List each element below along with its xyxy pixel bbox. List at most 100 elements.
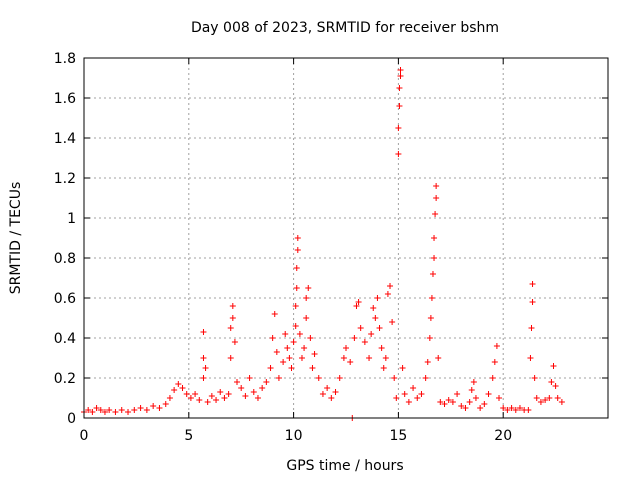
data-point [319, 391, 326, 397]
data-point [227, 355, 234, 361]
data-point [290, 339, 297, 345]
data-point [137, 405, 144, 411]
data-point [307, 335, 314, 341]
data-point [552, 383, 559, 389]
data-point [472, 395, 479, 401]
data-point [395, 151, 402, 157]
data-point [340, 355, 347, 361]
data-point [234, 379, 241, 385]
data-point [231, 339, 238, 345]
data-point [303, 315, 310, 321]
data-point [516, 405, 523, 411]
data-point [372, 315, 379, 321]
y-tick-label: 1.2 [54, 171, 76, 187]
data-point [166, 395, 173, 401]
x-tick-label: 10 [285, 428, 303, 444]
y-tick-label: 0.8 [54, 251, 76, 267]
data-point [432, 211, 439, 217]
data-point [393, 395, 400, 401]
y-tick-label: 1 [67, 211, 76, 227]
data-point [217, 389, 224, 395]
data-point [527, 355, 534, 361]
data-point [380, 365, 387, 371]
data-point [378, 345, 385, 351]
data-point [332, 389, 339, 395]
data-point [414, 395, 421, 401]
data-point [550, 363, 557, 369]
data-point [418, 391, 425, 397]
data-point [292, 303, 299, 309]
data-point [405, 399, 412, 405]
data-point [554, 395, 561, 401]
data-point [397, 73, 404, 79]
data-point [376, 325, 383, 331]
data-point [427, 315, 434, 321]
data-point [512, 407, 519, 413]
data-point [254, 395, 261, 401]
data-point [389, 319, 396, 325]
data-point [357, 325, 364, 331]
data-point [171, 387, 178, 393]
data-point [426, 335, 433, 341]
data-point [422, 375, 429, 381]
data-point [410, 385, 417, 391]
data-point [221, 395, 228, 401]
data-point [309, 365, 316, 371]
data-point [303, 295, 310, 301]
data-point [175, 381, 182, 387]
data-point [183, 391, 190, 397]
data-point [282, 331, 289, 337]
data-point [466, 399, 473, 405]
data-point [537, 399, 544, 405]
data-point [269, 335, 276, 341]
data-point [250, 389, 257, 395]
data-point [150, 403, 157, 409]
data-point [399, 365, 406, 371]
data-point [242, 393, 249, 399]
data-point [156, 405, 163, 411]
data-point [200, 375, 207, 381]
data-point [458, 403, 465, 409]
data-point [454, 391, 461, 397]
data-point [93, 405, 100, 411]
data-point [528, 325, 535, 331]
data-point [229, 303, 236, 309]
x-axis-label: GPS time / hours [286, 458, 403, 474]
data-point [468, 387, 475, 393]
data-point [280, 359, 287, 365]
data-point [431, 235, 438, 241]
data-point [187, 395, 194, 401]
data-point [542, 397, 549, 403]
data-point [162, 401, 169, 407]
data-point [118, 407, 125, 413]
data-point [296, 331, 303, 337]
data-point [500, 405, 507, 411]
x-tick-label: 20 [494, 428, 512, 444]
x-tick-label: 0 [80, 428, 89, 444]
data-point [374, 295, 381, 301]
data-point [263, 379, 270, 385]
data-point [496, 395, 503, 401]
data-point [106, 407, 113, 413]
data-point [477, 405, 484, 411]
data-point [292, 323, 299, 329]
data-point [347, 359, 354, 365]
data-point [361, 339, 368, 345]
data-point [437, 399, 444, 405]
y-tick-label: 0.6 [54, 291, 76, 307]
data-point [397, 67, 404, 73]
data-point [208, 393, 215, 399]
y-tick-label: 0.2 [54, 371, 76, 387]
data-point [179, 385, 186, 391]
data-point [558, 399, 565, 405]
data-point [391, 375, 398, 381]
data-point [462, 405, 469, 411]
data-point [301, 345, 308, 351]
data-point [485, 391, 492, 397]
data-point [548, 379, 555, 385]
data-point [213, 397, 220, 403]
data-point [238, 385, 245, 391]
chart-title: Day 008 of 2023, SRMTID for receiver bsh… [191, 20, 499, 36]
data-point [441, 401, 448, 407]
data-point [489, 375, 496, 381]
